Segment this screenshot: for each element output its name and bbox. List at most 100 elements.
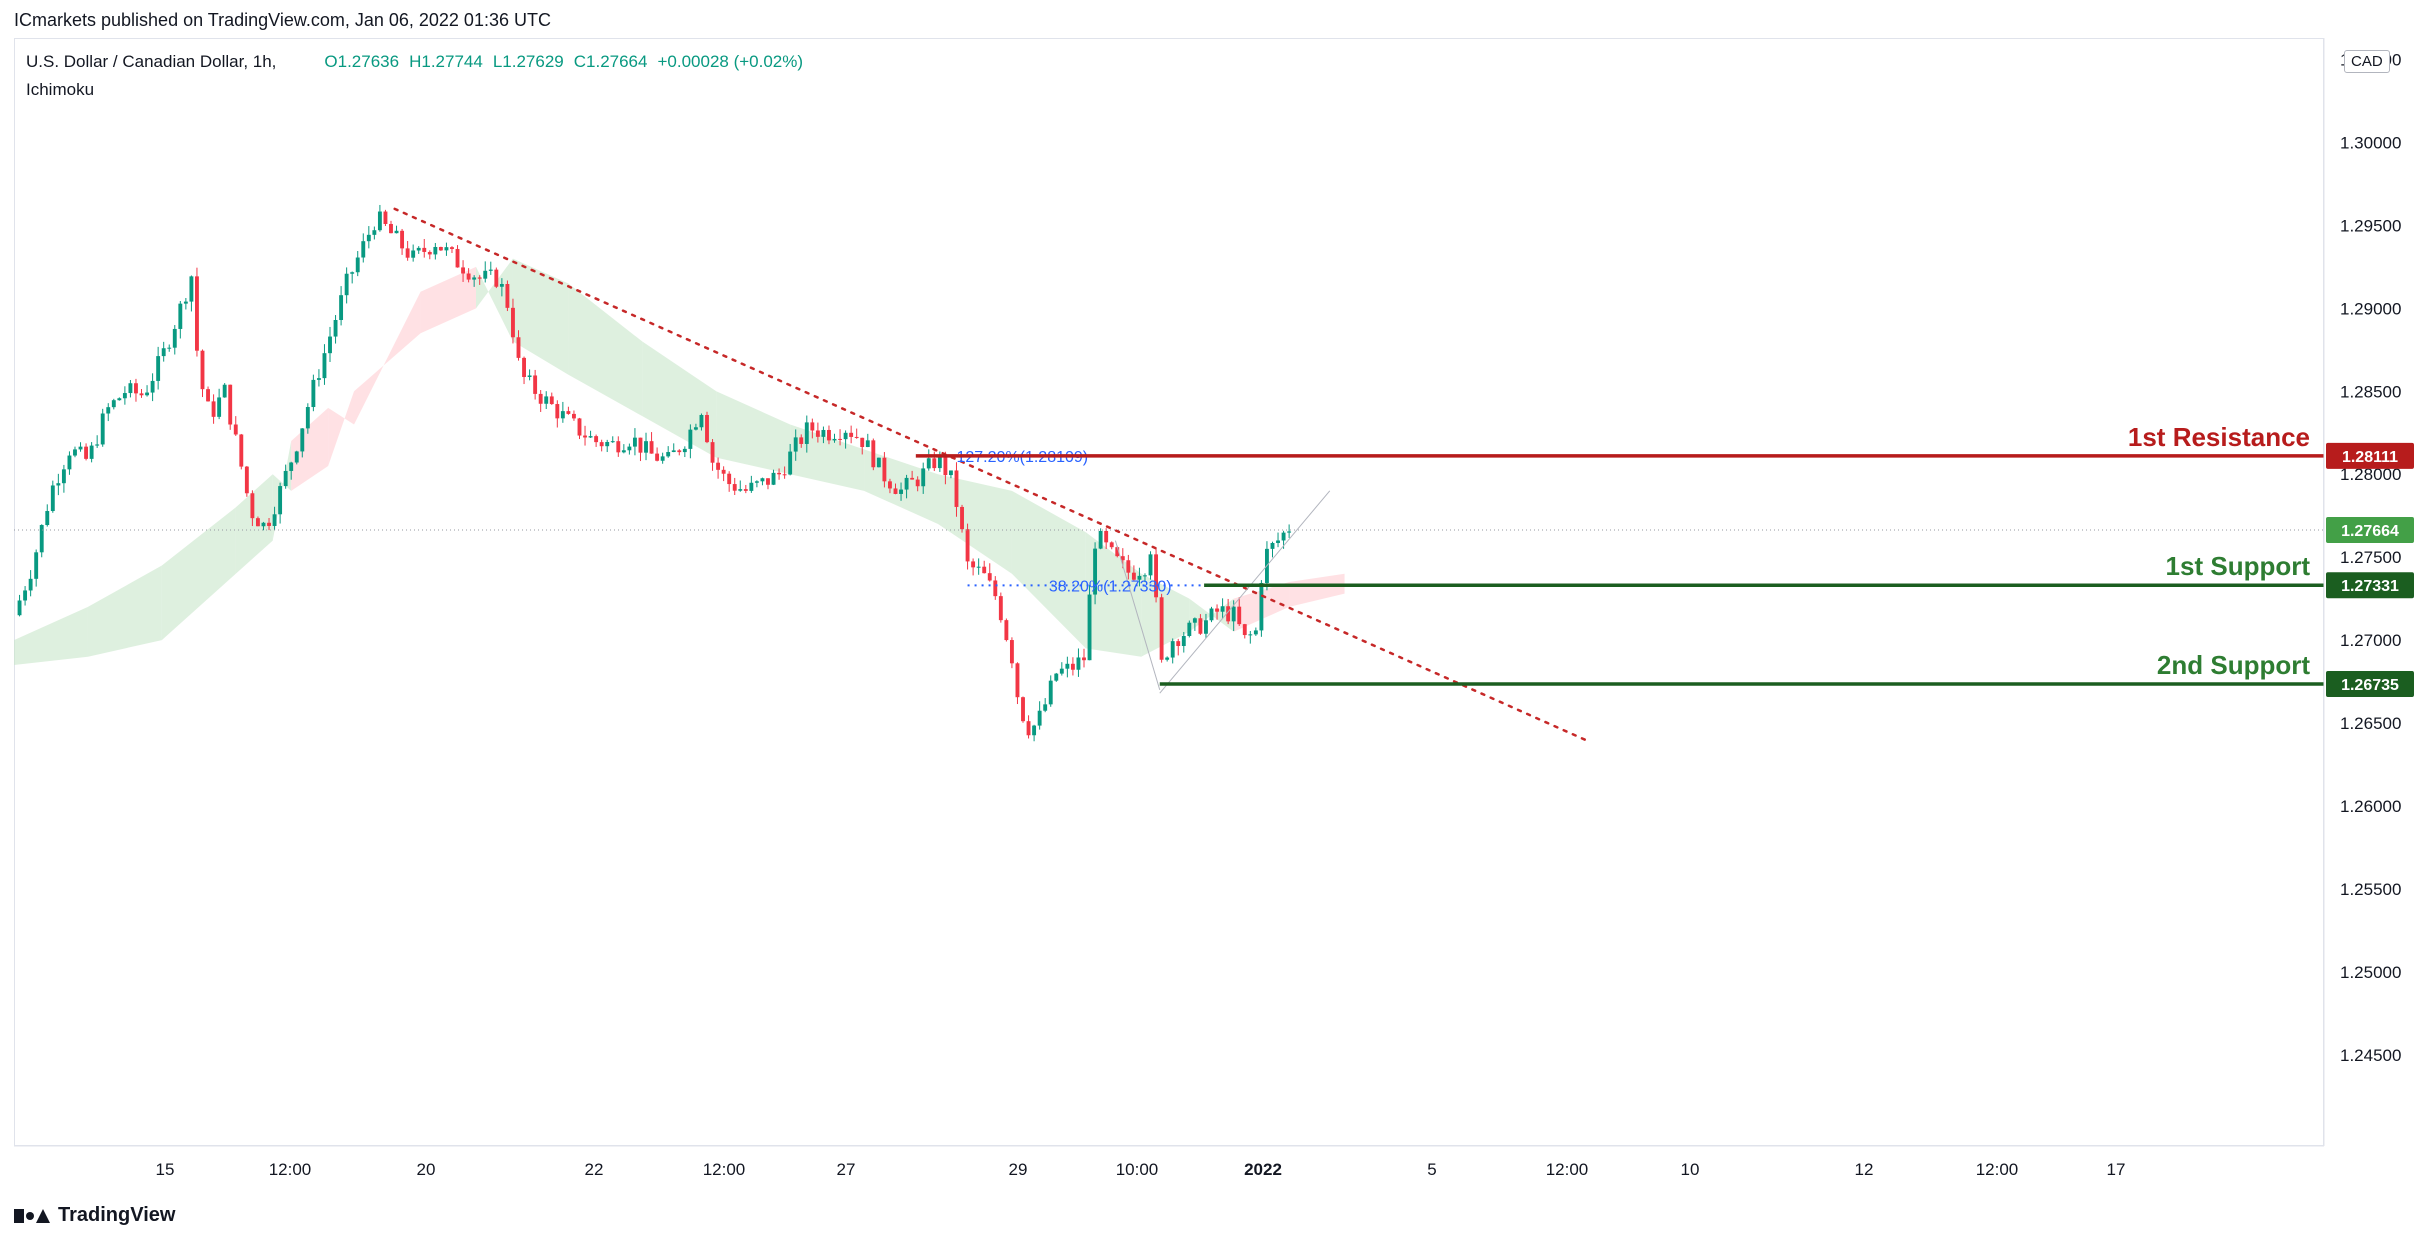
candle-body	[788, 451, 793, 475]
candle-body	[948, 470, 953, 476]
candle-body	[499, 284, 504, 287]
candlesticks	[17, 204, 1292, 742]
candle-body	[943, 454, 948, 476]
cloud-segment	[1085, 532, 1142, 657]
x-tick-label: 29	[1009, 1160, 1028, 1179]
currency-badge[interactable]: CAD	[2344, 50, 2390, 73]
cloud-segment	[1289, 573, 1345, 607]
brand-label: TradingView	[58, 1204, 176, 1226]
candle-body	[117, 398, 122, 401]
candle-body	[632, 437, 637, 447]
candle-body	[1165, 657, 1170, 660]
candle-body	[516, 337, 521, 358]
y-tick-label: 1.26000	[2340, 797, 2401, 816]
candle-body	[1187, 622, 1192, 636]
candle-body	[1237, 606, 1242, 625]
candle-body	[322, 353, 327, 379]
candle-body	[178, 303, 183, 329]
candle-body	[1148, 554, 1153, 576]
candle-body	[627, 446, 632, 451]
candle-body	[555, 404, 560, 419]
candle-body	[926, 458, 931, 469]
candle-body	[893, 488, 898, 494]
candle-body	[1181, 635, 1186, 647]
x-tick-label: 27	[837, 1160, 856, 1179]
candle-body	[544, 396, 549, 404]
candle-body	[438, 246, 443, 251]
candle-body	[344, 273, 349, 296]
candle-body	[677, 450, 682, 453]
candle-body	[1253, 630, 1258, 635]
candle-body	[250, 493, 255, 519]
candle-body	[721, 469, 726, 474]
candle-body	[1287, 531, 1292, 533]
candle-body	[538, 393, 543, 404]
candle-body	[1137, 575, 1142, 580]
candle-body	[976, 566, 981, 568]
candle-body	[95, 444, 100, 446]
candle-body	[804, 422, 809, 444]
candle-body	[389, 223, 393, 234]
low-value: L1.27629	[492, 52, 564, 71]
candle-body	[455, 248, 460, 268]
x-tick-label: 10	[1681, 1160, 1700, 1179]
candle-body	[355, 257, 360, 273]
candle-body	[738, 489, 743, 491]
candle-body	[705, 414, 709, 443]
price-axis: 1.30000 1.29500 1.29000 1.28500 1.28000 1.275…	[2323, 38, 2414, 1146]
candle-body	[749, 482, 754, 491]
candle-body	[993, 580, 998, 597]
candle-body	[1032, 725, 1037, 736]
candle-body	[616, 441, 621, 453]
candle-body	[272, 514, 277, 526]
tradingview-footer[interactable]: TradingView	[14, 1204, 175, 1227]
candle-body	[1015, 663, 1020, 698]
candle-body	[1093, 548, 1098, 595]
candle-body	[876, 457, 881, 468]
candle-body	[1021, 697, 1025, 722]
candle-body	[810, 422, 815, 431]
y-tick-label: 1.28000	[2340, 465, 2401, 484]
level-name-label: 2nd Support	[2157, 650, 2310, 680]
change-value: +0.00028 (+0.02%)	[657, 52, 804, 71]
candle-body	[533, 375, 538, 394]
candle-body	[1054, 673, 1059, 681]
y-tick-label: 1.29000	[2340, 299, 2401, 318]
candle-body	[316, 378, 321, 380]
candle-body	[56, 483, 61, 486]
candle-body	[377, 211, 382, 231]
candle-body	[843, 432, 848, 440]
candle-body	[1098, 530, 1103, 549]
candle-body	[67, 455, 72, 470]
candle-body	[383, 211, 388, 224]
candle-body	[427, 251, 432, 255]
candle-body	[982, 566, 987, 574]
candle-body	[937, 454, 942, 469]
candle-body	[111, 400, 116, 408]
candle-body	[289, 462, 294, 471]
y-tick-label: 1.30000	[2340, 133, 2401, 152]
close-value: C1.27664	[573, 52, 648, 71]
candle-body	[23, 590, 28, 601]
candle-body	[405, 248, 410, 258]
candle-body	[233, 424, 238, 435]
open-value: O1.27636	[324, 52, 400, 71]
candle-body	[904, 477, 909, 490]
candle-body	[50, 485, 55, 512]
candle-body	[444, 247, 449, 251]
y-tick-label: 1.26500	[2340, 714, 2401, 733]
candle-body	[688, 429, 693, 449]
candle-body	[411, 250, 416, 258]
candle-body	[782, 474, 787, 476]
candle-body	[1109, 542, 1114, 548]
x-tick-label: 12	[1855, 1160, 1874, 1179]
candle-body	[333, 319, 338, 337]
candle-body	[78, 446, 83, 450]
candle-body	[1143, 575, 1147, 577]
candle-body	[73, 449, 77, 456]
candle-body	[682, 448, 687, 453]
candle-body	[566, 411, 571, 414]
candle-body	[771, 472, 776, 485]
candle-body	[727, 473, 732, 485]
